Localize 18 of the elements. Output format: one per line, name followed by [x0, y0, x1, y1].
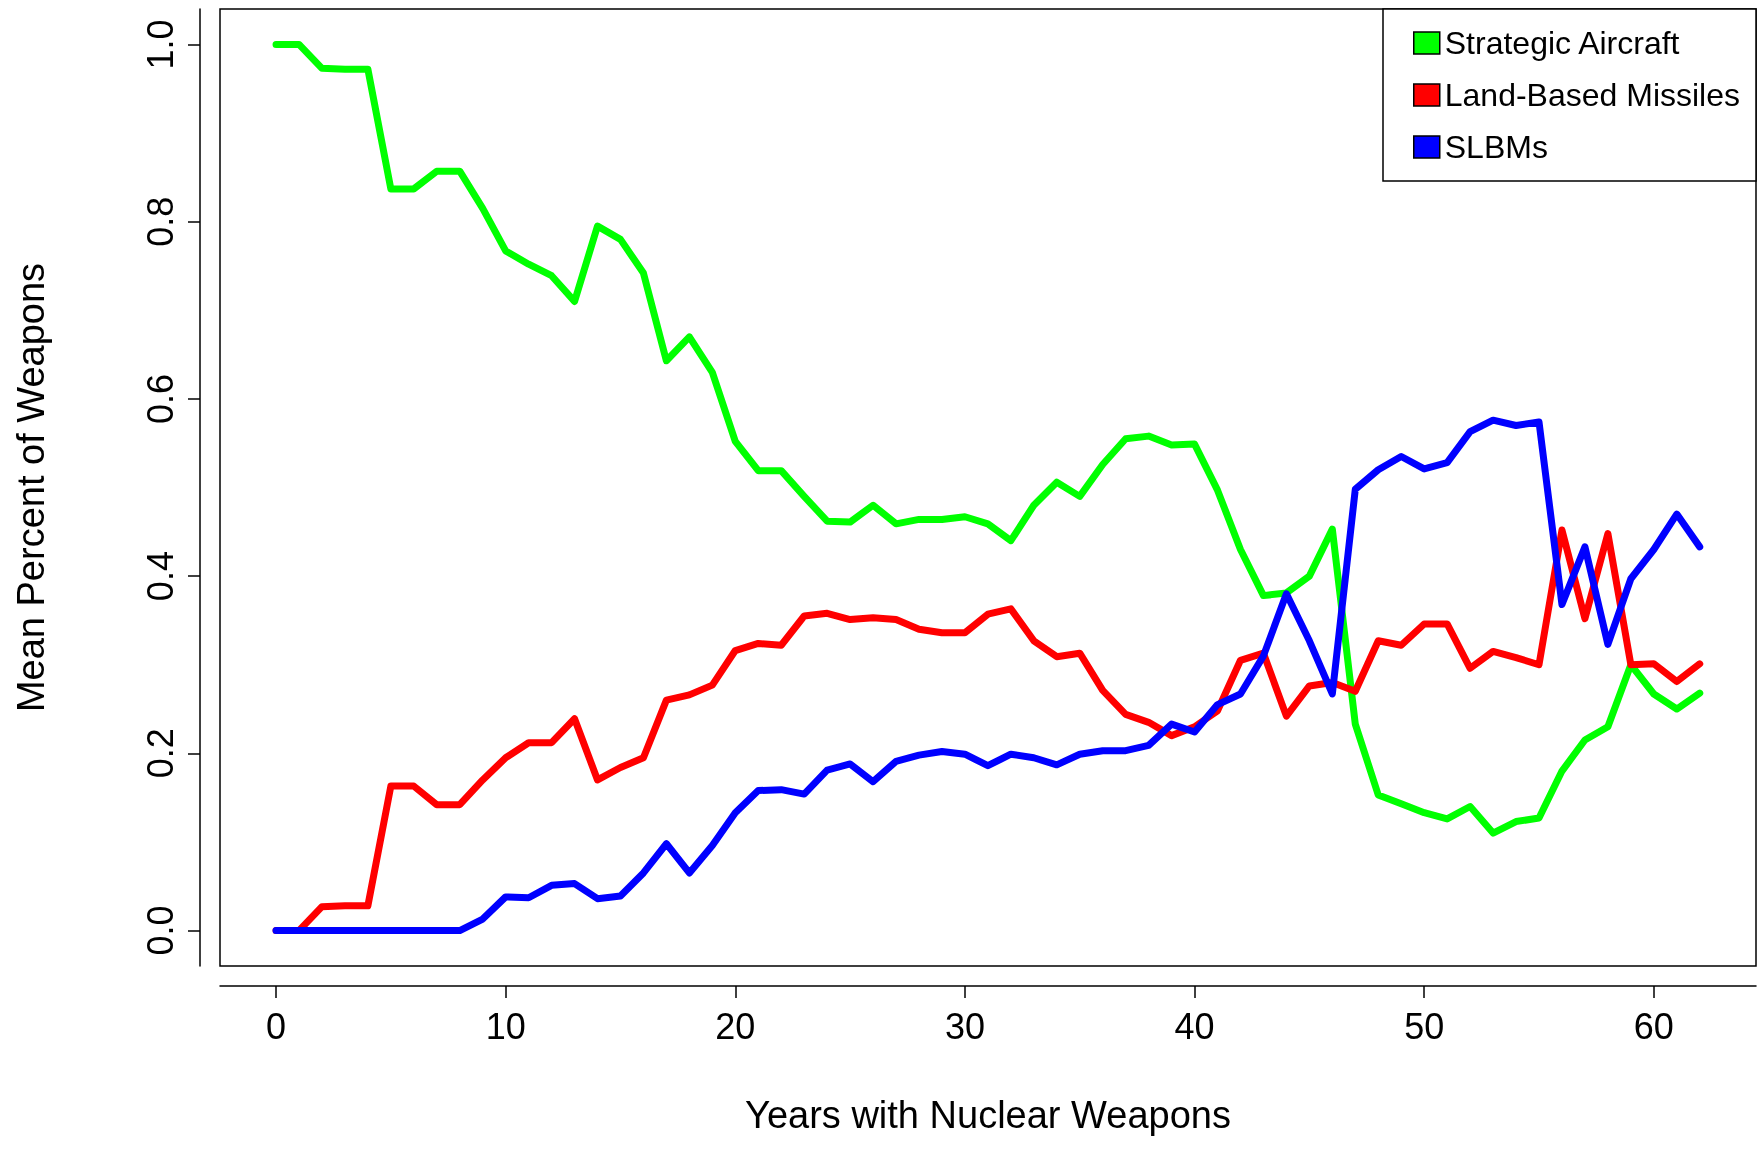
y-axis-title: Mean Percent of Weapons — [10, 262, 52, 713]
x-tick-label: 10 — [485, 1005, 526, 1047]
x-tick-label: 40 — [1174, 1005, 1215, 1047]
x-tick-label: 50 — [1404, 1005, 1445, 1047]
y-tick-label: 0.2 — [139, 728, 181, 779]
x-tick-label: 60 — [1633, 1005, 1674, 1047]
y-tick-label: 0.6 — [139, 373, 181, 424]
legend-label: SLBMs — [1444, 129, 1548, 165]
x-tick-label: 30 — [944, 1005, 985, 1047]
x-axis-title: Years with Nuclear Weapons — [745, 1094, 1231, 1136]
y-tick-label: 0.4 — [139, 551, 181, 602]
legend-label: Land-Based Missiles — [1444, 77, 1740, 113]
legend-label: Strategic Aircraft — [1444, 25, 1680, 61]
y-tick-label: 0.0 — [139, 905, 181, 956]
y-tick-label: 1.0 — [139, 19, 181, 70]
x-tick-label: 20 — [715, 1005, 756, 1047]
x-tick-label: 0 — [266, 1005, 287, 1047]
y-tick-label: 0.8 — [139, 196, 181, 247]
